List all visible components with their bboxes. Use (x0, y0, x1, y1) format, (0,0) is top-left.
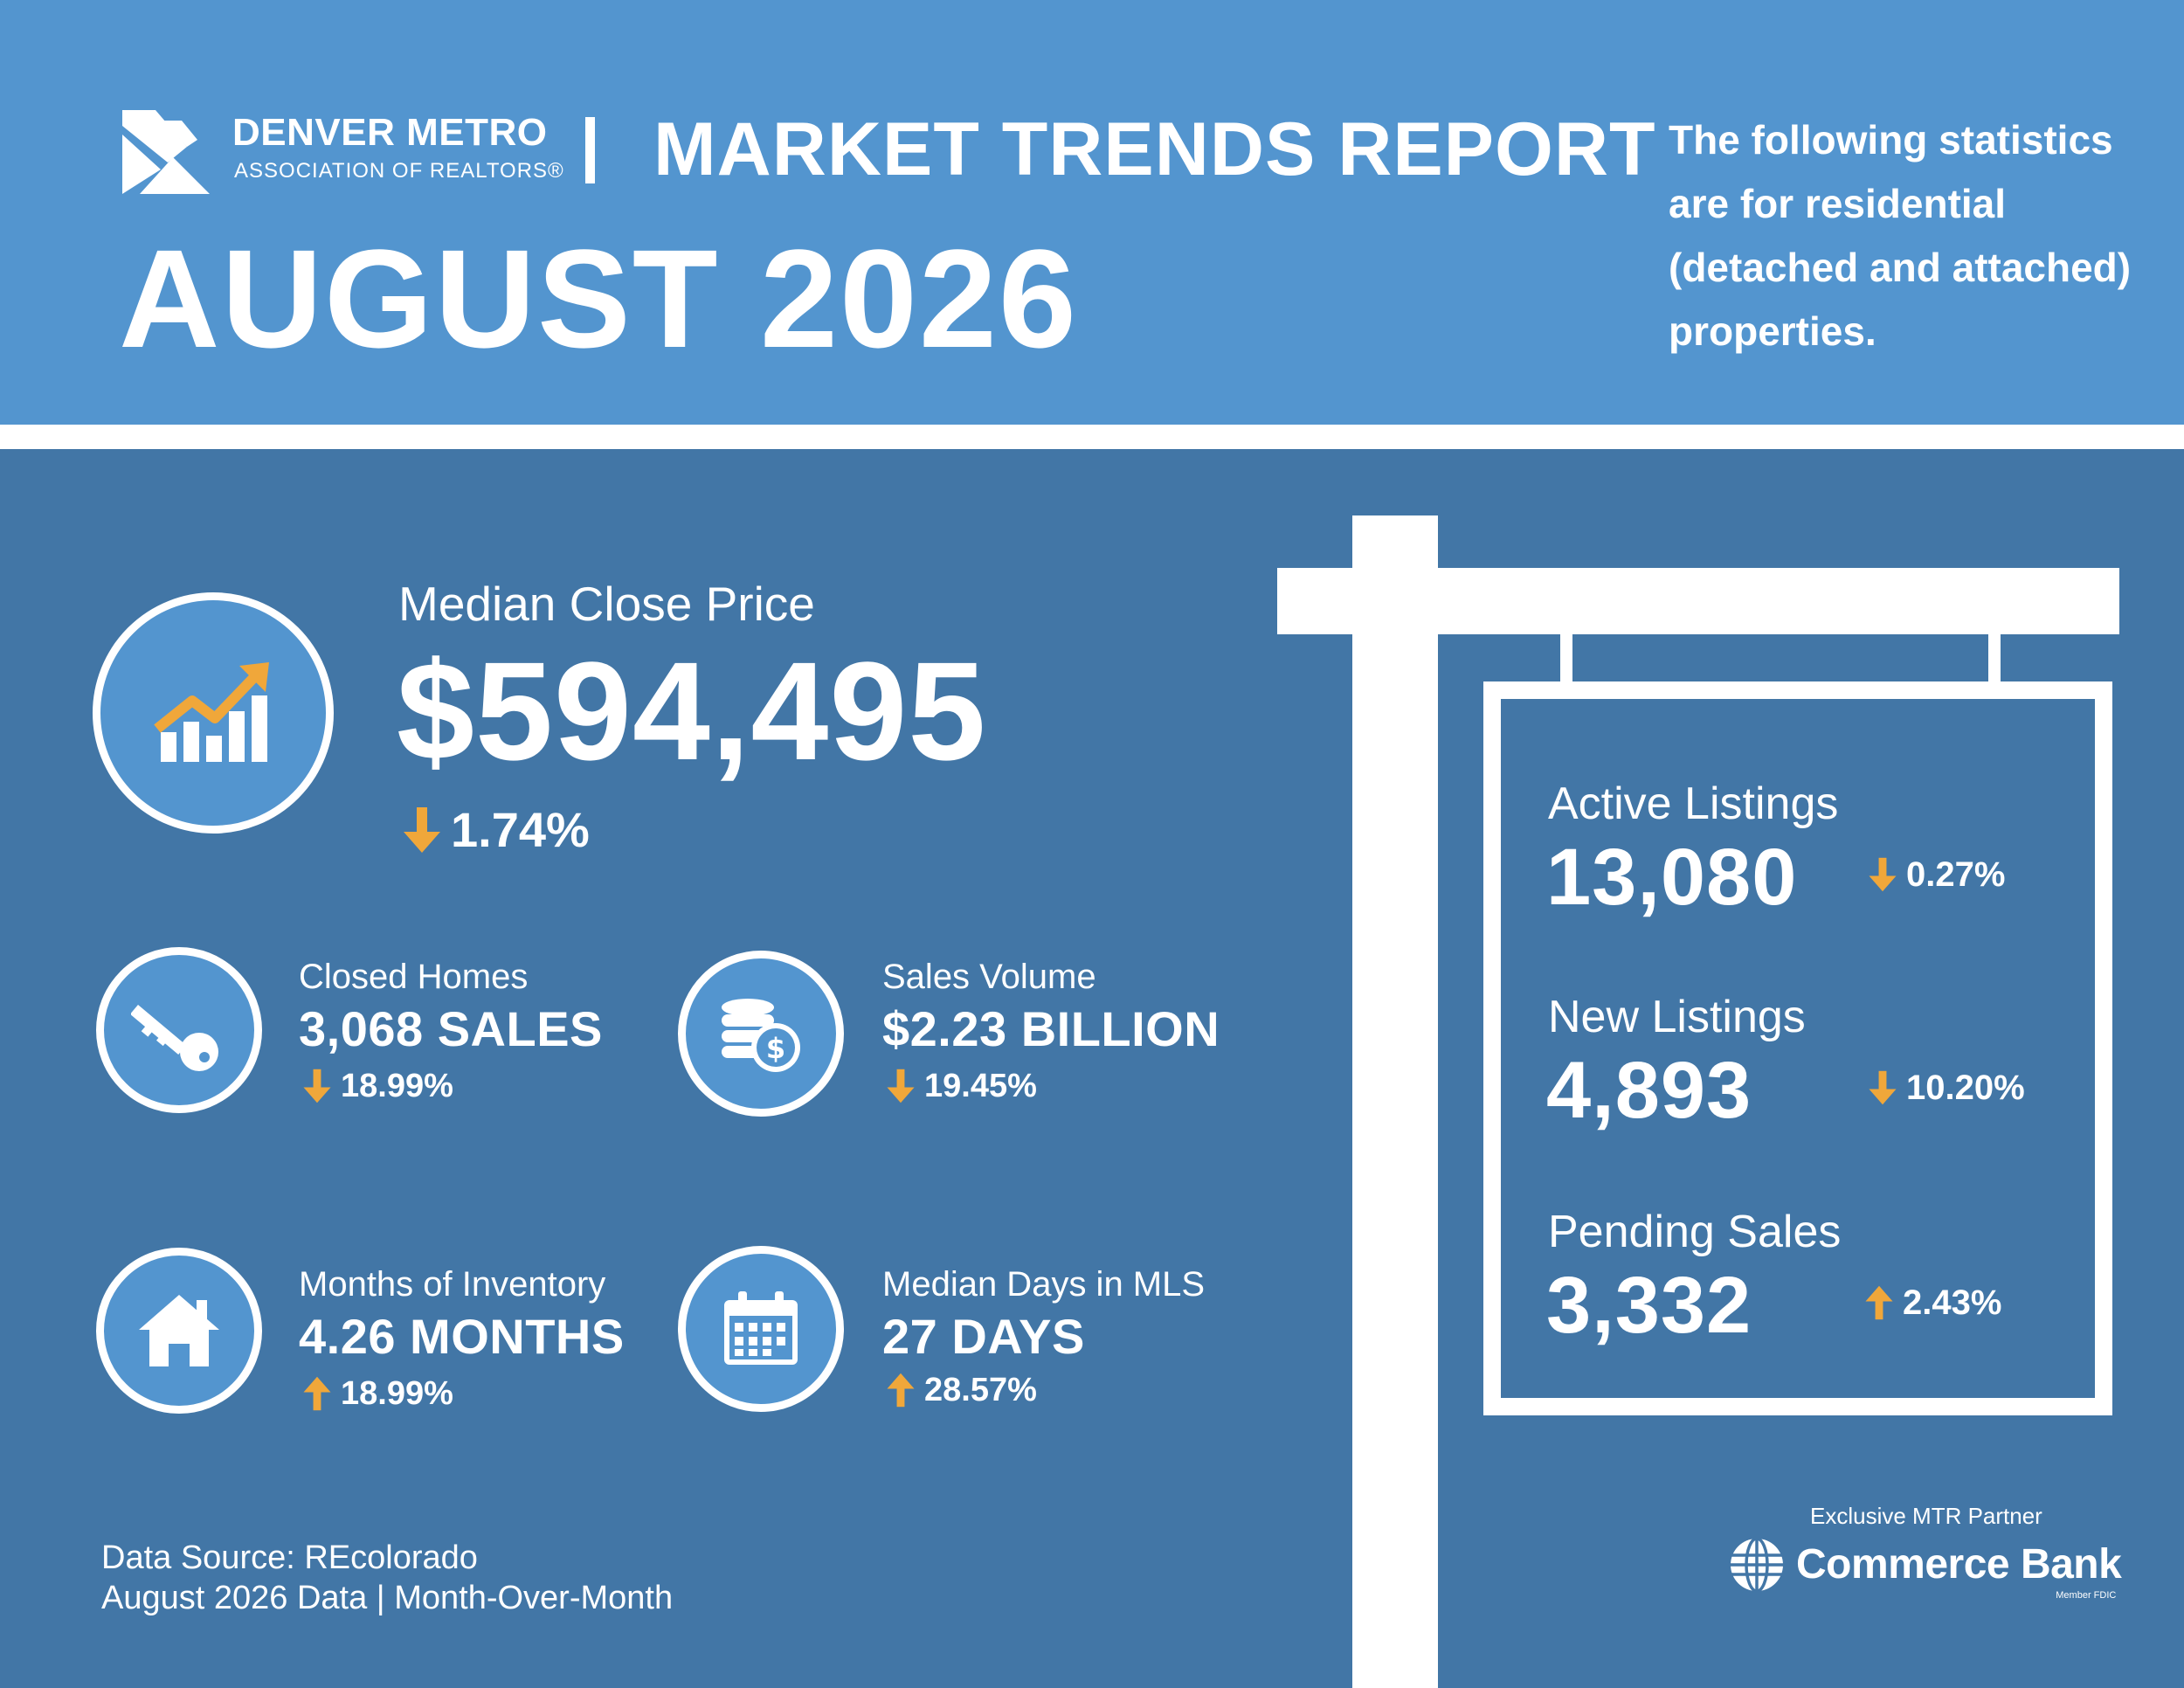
arrow-down-icon (887, 1069, 915, 1103)
sign-post (1352, 515, 1438, 1688)
globe-icon (1731, 1537, 1783, 1593)
header-banner: DENVER METRO ASSOCIATION OF REALTORS® MA… (0, 0, 2184, 425)
sales-volume-change-value: 19.45% (924, 1068, 1037, 1104)
arrow-down-icon (1869, 857, 1897, 892)
chart-growth-icon (154, 662, 269, 762)
closed-homes-change: 18.99% (302, 1068, 453, 1104)
data-source-line-1: Data Source: REcolorado (101, 1539, 478, 1576)
pending-sales-change-value: 2.43% (1903, 1283, 2002, 1322)
arrow-down-icon (404, 807, 440, 853)
days-in-mls-label: Median Days in MLS (882, 1265, 1206, 1304)
inventory-badge (96, 1248, 262, 1414)
new-listings-change: 10.20% (1868, 1069, 2025, 1106)
org-name: DENVER METRO (232, 111, 548, 154)
sales-volume-change: 19.45% (886, 1068, 1037, 1104)
active-listings-change: 0.27% (1868, 856, 2005, 893)
new-listings-label: New Listings (1548, 992, 1806, 1042)
days-in-mls-badge (678, 1246, 844, 1412)
sign-chain-right (1988, 634, 2001, 687)
sales-volume-value: $2.23 BILLION (882, 1001, 1220, 1056)
pending-sales-change: 2.43% (1864, 1284, 2001, 1321)
data-source-line-2: August 2026 Data | Month-Over-Month (101, 1580, 674, 1616)
median-price-change: 1.74% (402, 806, 590, 854)
arrow-up-icon (887, 1373, 915, 1408)
inventory-change: 18.99% (302, 1375, 453, 1412)
median-price-value: $594,495 (397, 633, 987, 789)
listing-sign-board: Active Listings 13,080 0.27% New Listing… (1483, 681, 2112, 1415)
intro-text: The following statistics are for residen… (1669, 117, 2132, 354)
arrow-up-icon (1865, 1285, 1893, 1320)
pending-sales-label: Pending Sales (1548, 1207, 1842, 1257)
pending-sales-value: 3,332 (1546, 1261, 1752, 1350)
median-price-badge (93, 592, 334, 834)
data-source: Data Source: REcolorado August 2026 Data… (101, 1538, 673, 1618)
days-in-mls-value: 27 DAYS (882, 1309, 1085, 1364)
inventory-change-value: 18.99% (341, 1375, 453, 1412)
report-month: AUGUST 2026 (119, 220, 1078, 377)
arrow-up-icon (303, 1376, 331, 1411)
closed-homes-label: Closed Homes (299, 958, 529, 996)
svg-text:$: $ (766, 1032, 785, 1065)
closed-homes-value: 3,068 SALES (299, 1001, 603, 1056)
sales-volume-label: Sales Volume (882, 958, 1096, 996)
house-icon (139, 1295, 219, 1366)
partner-label: Exclusive MTR Partner (1810, 1503, 2042, 1529)
calendar-icon (724, 1291, 798, 1365)
days-in-mls-change: 28.57% (886, 1372, 1037, 1408)
new-listings-change-value: 10.20% (1906, 1069, 2025, 1107)
listing-sign-panel: Active Listings 13,080 0.27% New Listing… (1501, 699, 2095, 1398)
median-price-change-value: 1.74% (451, 802, 590, 857)
sign-arm (1277, 568, 2119, 634)
active-listings-label: Active Listings (1548, 778, 1839, 829)
coins-icon: $ (722, 999, 800, 1072)
org-subtitle: ASSOCIATION OF REALTORS® (234, 159, 564, 183)
closed-homes-change-value: 18.99% (341, 1068, 453, 1104)
partner-fdic: Member FDIC (2056, 1590, 2117, 1601)
new-listings-value: 4,893 (1546, 1046, 1752, 1135)
closed-homes-badge (96, 947, 262, 1113)
inventory-label: Months of Inventory (299, 1265, 606, 1304)
arrow-down-icon (303, 1069, 331, 1103)
key-icon (131, 1005, 218, 1071)
median-price-label: Median Close Price (398, 577, 815, 631)
sign-chain-left (1560, 634, 1572, 687)
report-title: MARKET TRENDS REPORT (653, 107, 1656, 191)
inventory-value: 4.26 MONTHS (299, 1309, 625, 1364)
dmar-logo-icon (122, 110, 210, 194)
partner-logo: Commerce Bank Member FDIC (1728, 1536, 2122, 1601)
header-divider (585, 117, 595, 183)
active-listings-value: 13,080 (1546, 833, 1798, 922)
sales-volume-badge: $ (678, 951, 844, 1117)
partner-name: Commerce Bank (1796, 1541, 2122, 1588)
active-listings-change-value: 0.27% (1906, 855, 2006, 894)
days-in-mls-change-value: 28.57% (924, 1372, 1037, 1408)
arrow-down-icon (1869, 1070, 1897, 1105)
